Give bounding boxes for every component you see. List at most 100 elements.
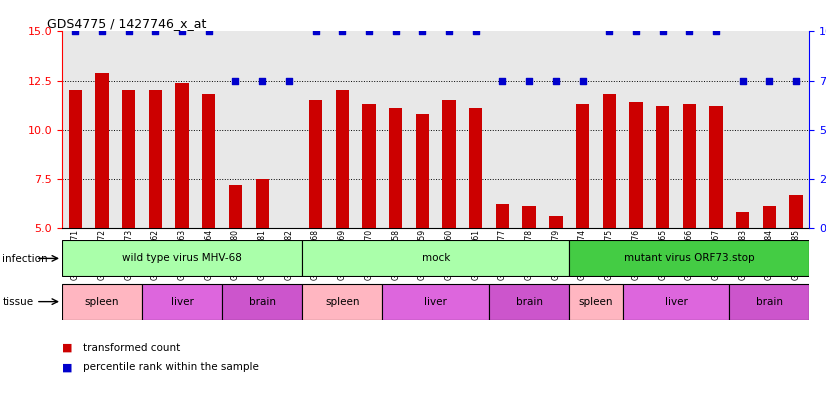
Bar — [95, 73, 109, 228]
Text: mock: mock — [421, 253, 450, 263]
Text: spleen: spleen — [85, 297, 119, 307]
Bar — [196, 31, 222, 228]
Bar — [762, 206, 776, 228]
Bar — [249, 31, 276, 228]
Bar — [302, 241, 569, 276]
Bar — [69, 90, 82, 228]
Text: brain: brain — [249, 297, 276, 307]
Text: ■: ■ — [62, 343, 73, 353]
Bar — [88, 31, 116, 228]
Bar — [576, 104, 589, 228]
Bar — [569, 284, 623, 320]
Bar — [309, 100, 322, 228]
Bar — [569, 31, 596, 228]
Bar — [363, 104, 376, 228]
Bar — [276, 31, 302, 228]
Bar — [436, 31, 463, 228]
Text: spleen: spleen — [579, 297, 613, 307]
Bar — [116, 31, 142, 228]
Point — [523, 77, 536, 84]
Bar — [142, 284, 222, 320]
Bar — [149, 90, 162, 228]
Bar — [603, 94, 616, 228]
Bar — [676, 31, 703, 228]
Bar — [463, 31, 489, 228]
Text: infection: infection — [2, 253, 48, 264]
Bar — [736, 212, 749, 228]
Bar — [409, 31, 436, 228]
Bar — [62, 241, 302, 276]
Bar — [729, 31, 756, 228]
Bar — [496, 204, 509, 228]
Bar — [415, 114, 429, 228]
Bar — [356, 31, 382, 228]
Point — [549, 77, 563, 84]
Text: liver: liver — [425, 297, 447, 307]
Text: wild type virus MHV-68: wild type virus MHV-68 — [122, 253, 242, 263]
Point — [443, 28, 456, 35]
Point — [175, 28, 188, 35]
Point — [629, 28, 643, 35]
Bar — [222, 31, 249, 228]
Bar — [335, 90, 349, 228]
Text: GDS4775 / 1427746_x_at: GDS4775 / 1427746_x_at — [47, 17, 206, 30]
Bar — [489, 284, 569, 320]
Text: mutant virus ORF73.stop: mutant virus ORF73.stop — [624, 253, 755, 263]
Bar — [169, 31, 196, 228]
Point — [496, 77, 509, 84]
Bar — [175, 83, 189, 228]
Point — [576, 77, 589, 84]
Text: transformed count: transformed count — [83, 343, 180, 353]
Point — [763, 77, 776, 84]
Bar — [790, 195, 803, 228]
Point — [202, 28, 216, 35]
Bar — [389, 108, 402, 228]
Text: tissue: tissue — [2, 297, 34, 307]
Bar — [62, 284, 142, 320]
Point — [335, 28, 349, 35]
Point — [255, 77, 268, 84]
Point — [122, 28, 135, 35]
Bar — [703, 31, 729, 228]
Bar — [382, 31, 409, 228]
Bar — [382, 284, 489, 320]
Point — [656, 28, 669, 35]
Bar — [469, 108, 482, 228]
Point — [683, 28, 696, 35]
Point — [790, 77, 803, 84]
Point — [363, 28, 376, 35]
Bar — [142, 31, 169, 228]
Point — [469, 28, 482, 35]
Point — [736, 77, 749, 84]
Point — [95, 28, 108, 35]
Text: brain: brain — [756, 297, 783, 307]
Text: liver: liver — [171, 297, 193, 307]
Text: liver: liver — [665, 297, 687, 307]
Bar — [656, 106, 669, 228]
Text: percentile rank within the sample: percentile rank within the sample — [83, 362, 259, 373]
Bar — [710, 106, 723, 228]
Point — [710, 28, 723, 35]
Bar — [329, 31, 356, 228]
Bar — [629, 102, 643, 228]
Text: spleen: spleen — [325, 297, 359, 307]
Point — [389, 28, 402, 35]
Point — [415, 28, 429, 35]
Point — [603, 28, 616, 35]
Bar — [569, 241, 809, 276]
Bar — [549, 216, 563, 228]
Bar — [783, 31, 809, 228]
Bar — [122, 90, 135, 228]
Bar — [623, 31, 649, 228]
Point — [69, 28, 82, 35]
Point — [282, 77, 296, 84]
Bar — [649, 31, 676, 228]
Bar — [222, 284, 302, 320]
Bar — [596, 31, 623, 228]
Bar — [62, 31, 88, 228]
Bar — [756, 31, 783, 228]
Bar — [229, 185, 242, 228]
Bar — [729, 284, 809, 320]
Point — [309, 28, 322, 35]
Text: ■: ■ — [62, 362, 73, 373]
